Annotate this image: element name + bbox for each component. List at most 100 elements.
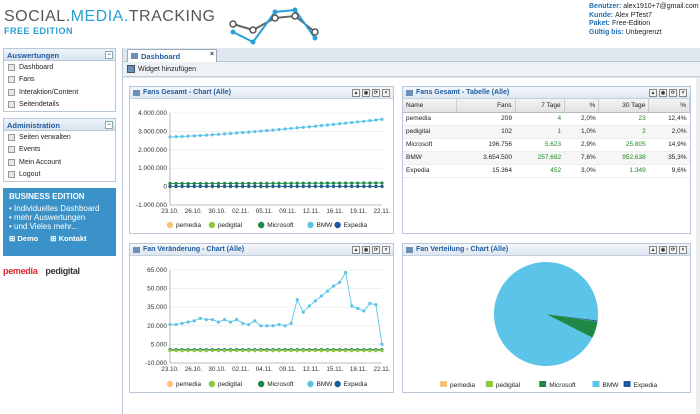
close-icon[interactable]: × [382,89,390,97]
data-point-microsoft[interactable] [174,181,178,186]
collapse-icon[interactable]: − [105,51,113,59]
data-point-pedigital[interactable] [247,348,251,353]
data-point-bmw[interactable] [186,320,190,324]
data-point-microsoft[interactable] [307,181,311,185]
data-point-bmw[interactable] [180,134,184,139]
legend-item-bmw[interactable]: BMW [307,380,333,388]
data-point-microsoft[interactable] [198,181,202,186]
legend-item-pedigital[interactable]: pedigital [208,380,243,388]
data-point-microsoft[interactable] [216,181,221,185]
data-point-pedigital[interactable] [241,348,245,353]
data-point-bmw[interactable] [356,306,360,311]
data-point-expedia[interactable] [331,184,336,188]
collapse-icon[interactable]: ▲ [649,246,657,254]
data-point-bmw[interactable] [204,133,208,137]
data-point-pedigital[interactable] [204,348,208,353]
sidebar-item-logout[interactable]: Logout [4,169,115,182]
table-row[interactable]: pedigital 102 1 1,0% 2 2,0% [403,125,690,139]
column-header[interactable]: % [648,99,690,113]
data-point-expedia[interactable] [235,184,239,188]
data-point-pedigital[interactable] [301,348,305,353]
data-point-bmw[interactable] [216,132,221,136]
close-icon[interactable]: × [382,246,390,254]
data-point-bmw[interactable] [277,322,281,327]
data-point-bmw[interactable] [319,123,324,128]
app-logo[interactable]: SOCIAL.MEDIA.TRACKING [4,8,215,26]
data-point-bmw[interactable] [235,318,239,322]
data-point-expedia[interactable] [222,184,227,188]
data-point-microsoft[interactable] [374,181,378,185]
data-point-bmw[interactable] [259,129,263,133]
data-point-pedigital[interactable] [277,348,281,353]
data-point-microsoft[interactable] [380,181,384,185]
data-point-pedigital[interactable] [368,348,372,353]
data-point-microsoft[interactable] [313,181,317,185]
data-point-bmw[interactable] [241,130,245,135]
data-point-bmw[interactable] [186,134,190,138]
data-point-bmw[interactable] [344,270,348,275]
data-point-bmw[interactable] [235,131,239,135]
data-point-expedia[interactable] [362,184,366,188]
data-point-microsoft[interactable] [271,181,275,185]
data-point-bmw[interactable] [192,319,196,323]
legend-item-microsoft[interactable]: Microsoft [258,221,294,229]
pie-slice-pemedia[interactable] [546,314,598,322]
pie-slice-pedigital[interactable] [546,314,598,322]
data-point-expedia[interactable] [253,184,257,188]
data-point-expedia[interactable] [356,184,360,188]
data-point-expedia[interactable] [186,184,190,188]
add-widget-button[interactable]: Widget hinzufügen [138,65,196,73]
data-point-bmw[interactable] [338,122,342,126]
sidebar-item-fans[interactable]: Fans [4,74,115,87]
data-point-bmw[interactable] [344,121,348,125]
data-point-pedigital[interactable] [253,348,257,353]
data-point-expedia[interactable] [338,184,342,188]
refresh-icon[interactable]: ⟳ [372,89,380,97]
data-point-expedia[interactable] [204,184,208,188]
legend-item-pemedia[interactable]: pemedia [166,221,202,229]
data-point-expedia[interactable] [313,184,317,188]
data-point-expedia[interactable] [198,184,202,188]
data-point-expedia[interactable] [271,184,275,188]
data-point-bmw[interactable] [301,310,305,314]
data-point-expedia[interactable] [380,184,384,188]
data-point-bmw[interactable] [356,120,360,124]
data-point-pedigital[interactable] [344,348,348,353]
data-point-bmw[interactable] [350,120,354,125]
data-point-bmw[interactable] [338,280,342,284]
data-point-bmw[interactable] [265,324,269,328]
data-point-expedia[interactable] [319,184,324,188]
data-point-bmw[interactable] [283,324,287,328]
data-point-bmw[interactable] [222,318,227,322]
sidebar-item-interaktion-content[interactable]: Interaktion/Content [4,86,115,99]
data-point-bmw[interactable] [216,320,221,324]
data-point-bmw[interactable] [350,304,354,308]
legend-item-expedia[interactable]: Expedia [334,380,367,388]
data-point-pedigital[interactable] [180,348,184,353]
sidebar-item-seiten-verwalten[interactable]: Seiten verwalten [4,131,115,144]
pie-slice-expedia[interactable] [546,314,598,322]
data-point-microsoft[interactable] [319,181,324,185]
data-point-pedigital[interactable] [307,348,311,353]
data-point-bmw[interactable] [289,321,293,325]
kontakt-link[interactable]: ⊞ Kontakt [50,234,87,243]
data-point-pedigital[interactable] [222,348,227,353]
data-point-bmw[interactable] [313,124,317,128]
data-point-expedia[interactable] [174,184,178,188]
data-point-pedigital[interactable] [235,348,239,353]
data-point-expedia[interactable] [295,184,299,188]
data-point-pedigital[interactable] [319,348,324,353]
sidebar-item-dashboard[interactable]: Dashboard [4,61,115,74]
data-point-bmw[interactable] [362,309,366,313]
table-row[interactable]: pemedia 209 4 2,0% 23 12,4% [403,112,690,126]
data-point-pedigital[interactable] [331,348,336,353]
data-point-expedia[interactable] [192,184,196,188]
settings-icon[interactable]: ◉ [659,246,667,254]
tab-dashboard[interactable]: Dashboard × [127,49,217,62]
column-header[interactable]: Name [403,99,458,113]
data-point-microsoft[interactable] [204,181,208,186]
data-point-expedia[interactable] [344,184,348,188]
data-point-pedigital[interactable] [216,348,221,353]
settings-icon[interactable]: ◉ [659,89,667,97]
data-point-expedia[interactable] [210,184,214,188]
